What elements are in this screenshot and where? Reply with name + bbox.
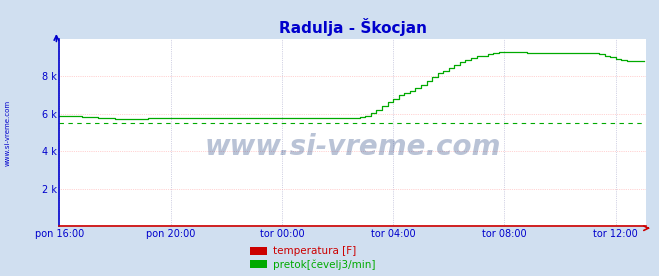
Text: temperatura [F]: temperatura [F]	[273, 246, 357, 256]
Text: www.si-vreme.com: www.si-vreme.com	[5, 99, 11, 166]
Title: Radulja - Škocjan: Radulja - Škocjan	[279, 18, 426, 36]
Text: pretok[čevelj3/min]: pretok[čevelj3/min]	[273, 259, 376, 270]
Text: www.si-vreme.com: www.si-vreme.com	[204, 134, 501, 161]
